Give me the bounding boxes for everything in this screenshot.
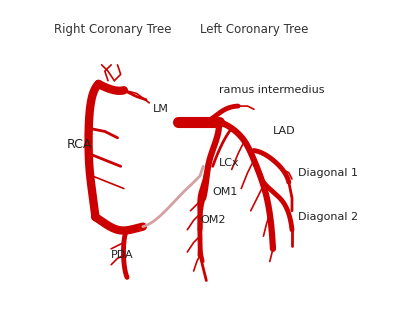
Text: LCx: LCx xyxy=(219,158,240,168)
Text: ramus intermedius: ramus intermedius xyxy=(219,85,324,95)
Text: Left Coronary Tree: Left Coronary Tree xyxy=(200,23,308,36)
Text: RCA: RCA xyxy=(67,138,92,151)
Text: Diagonal 2: Diagonal 2 xyxy=(298,212,358,222)
Text: OM1: OM1 xyxy=(213,187,238,197)
Text: PDA: PDA xyxy=(111,250,134,260)
Text: LM: LM xyxy=(152,104,168,114)
Text: Diagonal 1: Diagonal 1 xyxy=(298,168,358,178)
Text: LAD: LAD xyxy=(273,126,296,136)
Text: OM2: OM2 xyxy=(200,215,226,225)
Text: Right Coronary Tree: Right Coronary Tree xyxy=(54,23,172,36)
